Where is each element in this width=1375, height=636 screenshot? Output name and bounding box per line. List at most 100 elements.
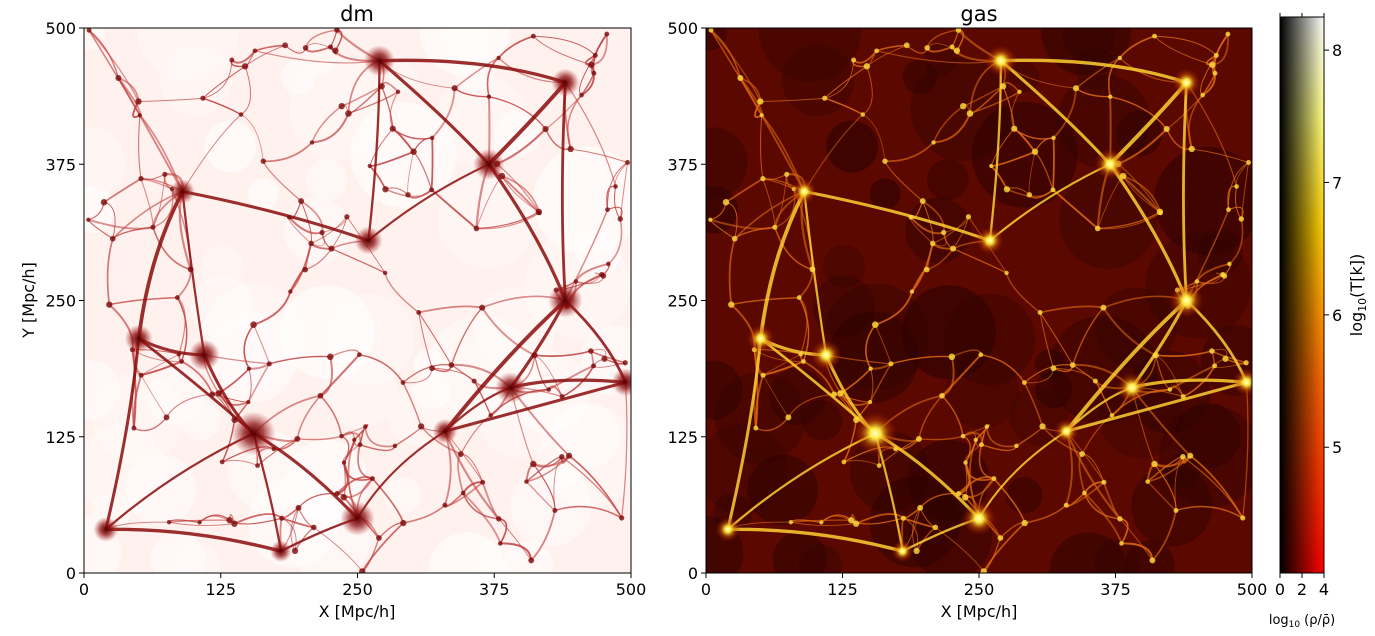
gas-halo <box>759 113 764 118</box>
dm-filament-thin <box>497 35 534 59</box>
gas-halo <box>1163 125 1170 133</box>
dm-filament-thin <box>533 35 592 66</box>
gas-filament-thin <box>725 177 764 203</box>
dm-filament-thin <box>281 517 297 552</box>
dm-halo <box>260 158 267 164</box>
gas-filament-thin <box>1053 367 1096 382</box>
gas-filament-thin <box>790 519 852 523</box>
gas-halo <box>841 459 847 465</box>
dm-filament-thin <box>369 128 394 167</box>
dm-void-region <box>160 44 233 117</box>
gas-cluster <box>791 179 817 204</box>
dm-halo <box>286 215 292 220</box>
gas-void-region <box>1174 402 1241 469</box>
dm-halo <box>241 63 249 70</box>
gas-filament-thin <box>1154 35 1213 66</box>
dm-filament-thin <box>140 375 167 418</box>
dm-filament-thin <box>289 243 313 293</box>
gas-void-region <box>1159 405 1252 508</box>
dm-filament-main <box>443 299 567 433</box>
dm-halo <box>138 175 144 182</box>
dm-halo <box>137 113 142 118</box>
dm-void-region <box>384 477 421 514</box>
gas-halo <box>1188 145 1195 153</box>
gas-filament-thin <box>1228 218 1244 265</box>
gas-filament-thin <box>933 113 971 144</box>
dm-halo <box>163 414 170 421</box>
gas-filament-thin <box>728 238 736 305</box>
dm-void-region <box>204 120 257 173</box>
gas-halo <box>848 517 855 524</box>
dm-halo <box>429 365 435 372</box>
gas-filament-thin <box>731 296 800 306</box>
dm-void-region <box>190 275 254 338</box>
dm-filament-thin <box>418 312 452 366</box>
gas-filament-thin <box>1052 137 1055 190</box>
dm-filament-thin <box>140 360 183 377</box>
dm-halo <box>535 208 542 216</box>
dm-halo <box>340 494 347 501</box>
gas-halo <box>1063 502 1069 508</box>
gas-halo <box>798 352 803 357</box>
gas-ytick-label: 375 <box>667 155 698 174</box>
gas-cluster <box>975 226 1004 255</box>
gas-filament-thin <box>912 507 921 552</box>
gas-filament-thin <box>1081 414 1113 455</box>
gas-filament-main <box>1064 299 1188 433</box>
gas-filament-thin <box>918 435 964 441</box>
gas-halo <box>1109 413 1115 418</box>
dm-halo <box>395 89 401 94</box>
gas-halo <box>979 442 984 448</box>
dm-halo <box>473 225 480 232</box>
gas-cluster <box>1094 148 1126 180</box>
gas-halo <box>1234 184 1239 189</box>
gas-void-region <box>714 372 806 464</box>
dm-filament-thin <box>575 274 603 285</box>
dm-filament-thin <box>263 141 313 163</box>
gas-filament-thin <box>1039 312 1054 369</box>
dm-halo <box>579 92 584 98</box>
dm-halo <box>255 463 260 468</box>
gas-halo <box>863 63 871 70</box>
gas-halo <box>1213 52 1219 58</box>
gas-filament-thin <box>1151 510 1177 562</box>
gas-void-region <box>812 275 875 338</box>
dm-halo <box>363 424 368 429</box>
dm-filament-thin <box>131 349 137 429</box>
dm-halo <box>588 348 594 354</box>
gas-halo <box>984 424 990 429</box>
dm-halo <box>410 148 417 156</box>
colorbar-density-label: log10 (ρ/ρ̄) <box>1269 613 1335 630</box>
gas-halo <box>966 110 974 117</box>
dm-filament-main <box>136 190 185 339</box>
gas-halo <box>949 44 955 50</box>
dm-halo <box>231 520 238 527</box>
dm-void-region <box>428 532 507 573</box>
gas-filament-thin <box>932 232 947 247</box>
dm-halo <box>496 55 501 61</box>
dm-xtick-label: 250 <box>342 580 373 599</box>
gas-filament-thin <box>1102 307 1157 357</box>
dm-ticks: 0 125 250 375 500 0 125 250 375 500 <box>45 19 646 599</box>
dm-xtick-label: 375 <box>479 580 510 599</box>
gas-filament-main <box>1182 82 1188 301</box>
dm-cluster <box>551 68 580 97</box>
gas-filament-thin <box>762 375 789 418</box>
dm-filament-thin <box>133 416 168 432</box>
gas-halo <box>908 215 914 220</box>
dm-halo <box>497 541 503 546</box>
dm-void-region <box>201 245 244 288</box>
gas-halo <box>919 198 926 204</box>
gas-void-region <box>747 454 818 526</box>
dm-halo <box>486 94 492 99</box>
gas-xtick-label: 250 <box>964 580 995 599</box>
gas-halo <box>1037 310 1043 315</box>
dm-halo <box>389 125 396 132</box>
dm-filament-thin <box>169 519 230 523</box>
dm-filament-thin <box>88 29 140 102</box>
gas-cluster <box>1232 368 1252 397</box>
dm-filament-thin <box>402 363 452 384</box>
colorbar-tick-label: 8 <box>1332 41 1342 60</box>
gas-halo <box>955 28 962 33</box>
